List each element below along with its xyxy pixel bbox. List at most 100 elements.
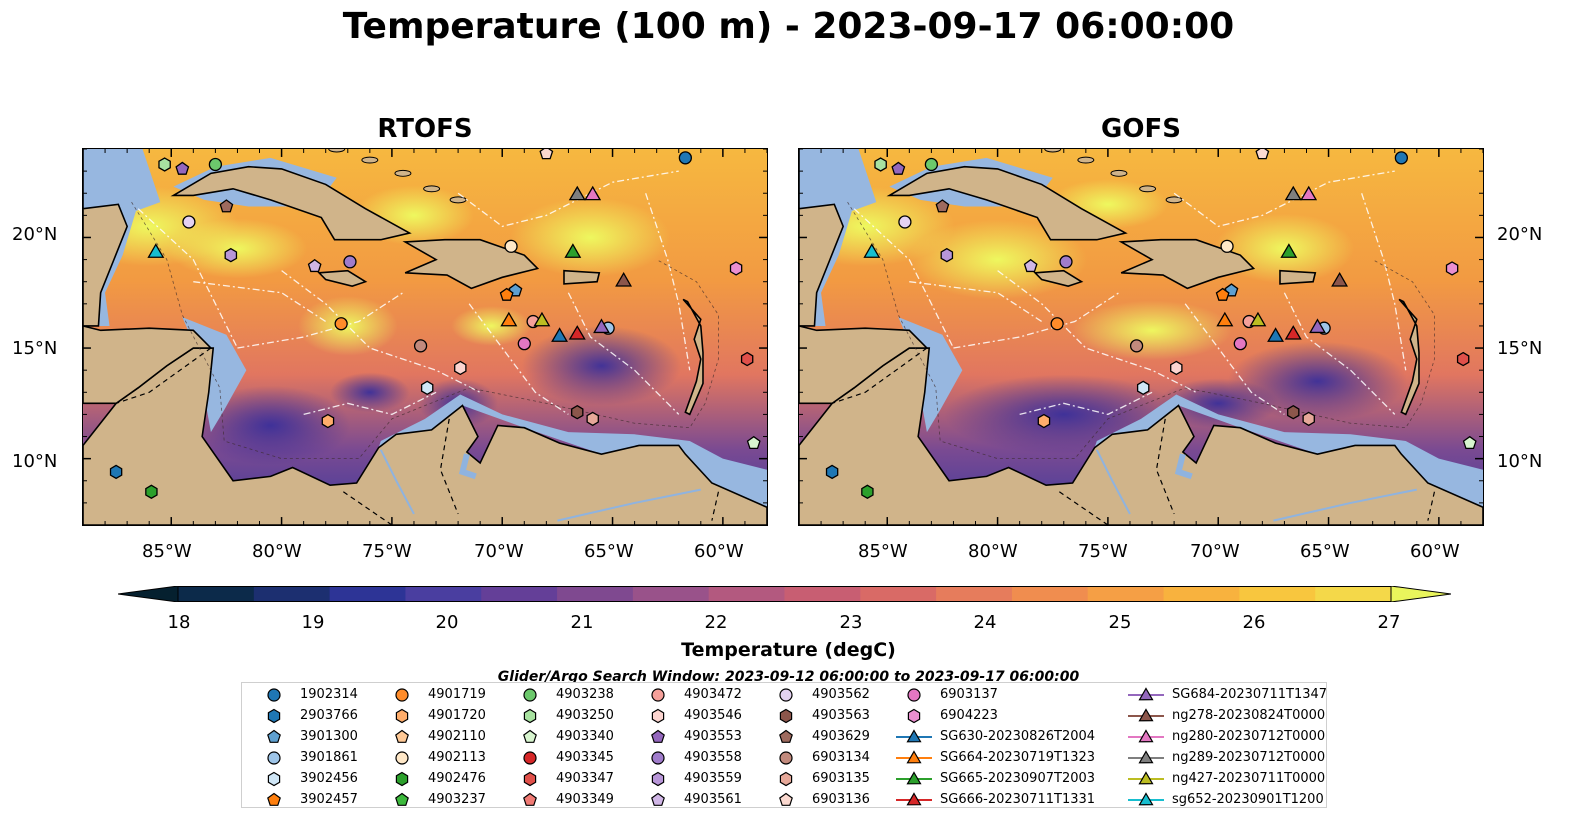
glider-marker[interactable] bbox=[863, 243, 881, 258]
argo-float-marker[interactable] bbox=[499, 287, 514, 301]
argo-float-marker[interactable] bbox=[1233, 337, 1247, 351]
glider-marker[interactable] bbox=[1300, 185, 1318, 201]
map-panel-rtofs[interactable] bbox=[82, 148, 768, 526]
glider-marker[interactable] bbox=[551, 327, 569, 342]
argo-float-marker[interactable] bbox=[145, 484, 158, 499]
argo-float-marker[interactable] bbox=[224, 247, 238, 263]
argo-float-marker[interactable] bbox=[1456, 351, 1470, 367]
argo-float-marker[interactable] bbox=[861, 484, 874, 499]
glider-marker[interactable] bbox=[1280, 243, 1298, 258]
argo-float-marker[interactable] bbox=[334, 317, 348, 331]
argo-float-marker[interactable] bbox=[571, 404, 584, 420]
glider-marker[interactable] bbox=[1331, 271, 1349, 287]
glider-marker[interactable] bbox=[568, 185, 586, 201]
argo-float-marker[interactable] bbox=[740, 351, 754, 367]
circle-marker-icon bbox=[651, 750, 665, 765]
glider-marker[interactable] bbox=[584, 185, 602, 201]
legend-label: 4903347 bbox=[556, 771, 614, 786]
argo-float-marker[interactable] bbox=[1220, 239, 1234, 253]
pentagon-marker-icon bbox=[395, 729, 409, 743]
legend-label: SG665-20230907T2003 bbox=[940, 771, 1096, 786]
lon-label-80w: 80°W bbox=[252, 541, 302, 562]
glider-marker[interactable] bbox=[1249, 311, 1267, 327]
argo-float-marker[interactable] bbox=[1287, 404, 1300, 420]
argo-float-marker[interactable] bbox=[182, 215, 196, 229]
argo-float-marker[interactable] bbox=[935, 199, 950, 213]
argo-float-marker[interactable] bbox=[1462, 435, 1477, 450]
glider-marker[interactable] bbox=[564, 243, 582, 258]
argo-float-marker[interactable] bbox=[413, 339, 428, 353]
argo-float-marker[interactable] bbox=[219, 199, 234, 213]
argo-float-marker[interactable] bbox=[504, 239, 518, 253]
argo-float-marker[interactable] bbox=[1255, 149, 1270, 160]
argo-float-marker[interactable] bbox=[1023, 258, 1038, 273]
argo-float-marker[interactable] bbox=[343, 255, 357, 269]
glider-marker[interactable] bbox=[615, 271, 633, 287]
map-panel-gofs[interactable] bbox=[798, 148, 1484, 526]
glider-marker[interactable] bbox=[147, 243, 165, 258]
argo-float-marker[interactable] bbox=[1129, 339, 1144, 353]
colorbar-tick: 24 bbox=[973, 612, 997, 633]
glider-marker[interactable] bbox=[1284, 325, 1302, 340]
colorbar-segment bbox=[1163, 586, 1240, 602]
circle-marker-icon bbox=[395, 750, 409, 765]
glider-marker[interactable] bbox=[1216, 311, 1234, 327]
lon-label-75w-right: 75°W bbox=[1078, 541, 1128, 562]
legend-label: 3902456 bbox=[300, 771, 358, 786]
glider-marker[interactable] bbox=[568, 325, 586, 340]
glider-marker[interactable] bbox=[1284, 185, 1302, 201]
argo-float-marker[interactable] bbox=[109, 464, 123, 480]
argo-float-marker[interactable] bbox=[420, 380, 434, 396]
argo-float-marker[interactable] bbox=[517, 337, 531, 351]
glider-marker[interactable] bbox=[533, 311, 551, 327]
argo-float-marker[interactable] bbox=[321, 413, 335, 429]
argo-float-marker[interactable] bbox=[1215, 287, 1230, 301]
argo-float-marker[interactable] bbox=[898, 215, 912, 229]
legend-item: 4903562 bbox=[766, 684, 870, 705]
argo-float-marker[interactable] bbox=[874, 157, 887, 172]
glider-marker[interactable] bbox=[1267, 327, 1285, 342]
legend-item: 3901861 bbox=[254, 747, 358, 768]
argo-float-marker[interactable] bbox=[1302, 411, 1315, 427]
legend-label: ng278-20230824T0000 bbox=[1172, 708, 1326, 723]
circle-marker-icon bbox=[779, 687, 793, 702]
legend-label: 4903553 bbox=[684, 729, 742, 744]
colorbar-tick: 27 bbox=[1377, 612, 1401, 633]
argo-float-marker[interactable] bbox=[1445, 261, 1459, 276]
argo-float-marker[interactable] bbox=[940, 247, 954, 263]
argo-float-marker[interactable] bbox=[1170, 360, 1183, 376]
argo-float-marker[interactable] bbox=[746, 435, 761, 450]
argo-float-marker[interactable] bbox=[454, 360, 467, 376]
legend-item: 4903237 bbox=[382, 789, 486, 810]
glider-marker[interactable] bbox=[1309, 318, 1326, 334]
triangle-marker-icon bbox=[896, 770, 932, 784]
lat-label-20n: 20°N bbox=[12, 224, 58, 245]
argo-float-marker[interactable] bbox=[586, 411, 599, 427]
argo-float-marker[interactable] bbox=[924, 157, 939, 172]
glider-marker[interactable] bbox=[593, 318, 610, 334]
argo-float-marker[interactable] bbox=[1037, 413, 1051, 429]
lon-label-65w: 65°W bbox=[584, 541, 634, 562]
argo-float-marker[interactable] bbox=[539, 149, 554, 160]
hispaniola-land bbox=[1118, 238, 1256, 290]
legend-item: 4902110 bbox=[382, 726, 486, 747]
legend-item: 6903137 bbox=[894, 684, 998, 705]
argo-float-marker[interactable] bbox=[307, 258, 322, 273]
lesser-antilles-land bbox=[682, 298, 704, 416]
argo-float-marker[interactable] bbox=[825, 464, 839, 480]
argo-float-marker[interactable] bbox=[729, 261, 743, 276]
glider-marker[interactable] bbox=[500, 311, 518, 327]
colorbar-segment bbox=[860, 586, 937, 602]
legend-item: 4903238 bbox=[510, 684, 614, 705]
argo-float-marker[interactable] bbox=[1394, 151, 1408, 165]
argo-float-marker[interactable] bbox=[208, 157, 223, 172]
legend-label: ng289-20230712T0000 bbox=[1172, 750, 1326, 765]
argo-float-marker[interactable] bbox=[678, 151, 692, 165]
argo-float-marker[interactable] bbox=[891, 161, 906, 175]
argo-float-marker[interactable] bbox=[1136, 380, 1150, 396]
argo-float-marker[interactable] bbox=[1059, 255, 1073, 269]
argo-float-marker[interactable] bbox=[1050, 317, 1064, 331]
argo-float-marker[interactable] bbox=[175, 161, 190, 175]
argo-float-marker[interactable] bbox=[158, 157, 171, 172]
legend-label: 4903562 bbox=[812, 687, 870, 702]
